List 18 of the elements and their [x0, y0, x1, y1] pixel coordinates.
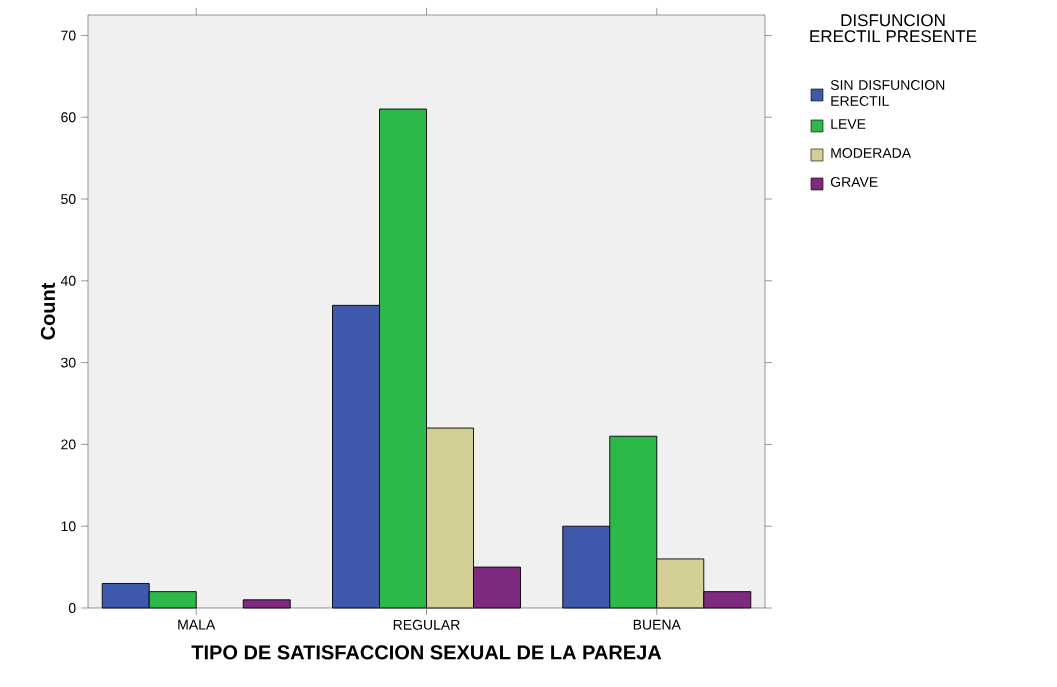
- y-tick-label: 30: [61, 357, 76, 368]
- legend-label: MODERADA: [831, 148, 912, 158]
- legend-title: DISFUNCION ERECTIL PRESENTE: [810, 14, 977, 43]
- y-tick-label: 70: [61, 30, 76, 41]
- x-tick-label: MALA: [178, 619, 216, 630]
- y-tick-label: 50: [61, 194, 76, 204]
- y-tick-label: 0: [68, 603, 76, 613]
- y-tick-label: 10: [61, 521, 76, 532]
- x-axis-title: TIPO DE SATISFACCION SEXUAL DE LA PAREJA: [191, 645, 662, 660]
- y-tick-label: 20: [61, 439, 76, 450]
- y-tick-label: 40: [60, 275, 76, 286]
- legend-label: SIN DISFUNCION ERECTIL: [830, 80, 945, 106]
- x-tick-label: BUENA: [633, 619, 681, 630]
- y-tick-label: 60: [61, 112, 76, 123]
- y-axis-title: Count: [40, 282, 56, 340]
- legend-label: LEVE: [831, 119, 866, 129]
- x-tick-label: REGULAR: [393, 619, 460, 630]
- legend-label: GRAVE: [830, 177, 878, 187]
